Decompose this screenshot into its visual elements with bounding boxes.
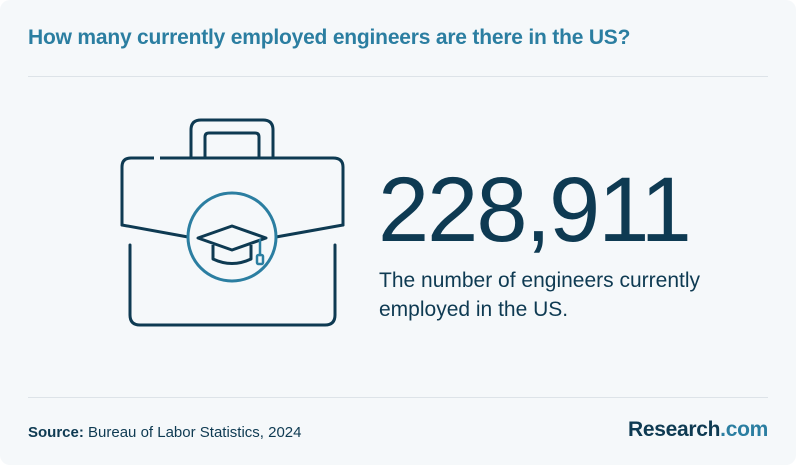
source-label: Source: [28,424,84,441]
source-line: Source: Bureau of Labor Statistics, 2024 [28,424,302,441]
logo-suffix: .com [720,418,768,441]
top-divider [28,76,768,77]
source-text: Bureau of Labor Statistics, 2024 [88,424,302,441]
briefcase-icon [120,118,345,327]
bottom-divider [28,397,768,398]
graduation-cap-icon [196,224,268,266]
stat-number: 228,911 [378,159,692,261]
page-title: How many currently employed engineers ar… [28,26,631,49]
logo-main: Research [628,418,721,441]
stat-description: The number of engineers currently employ… [379,269,700,321]
research-logo: Research.com [628,418,768,442]
